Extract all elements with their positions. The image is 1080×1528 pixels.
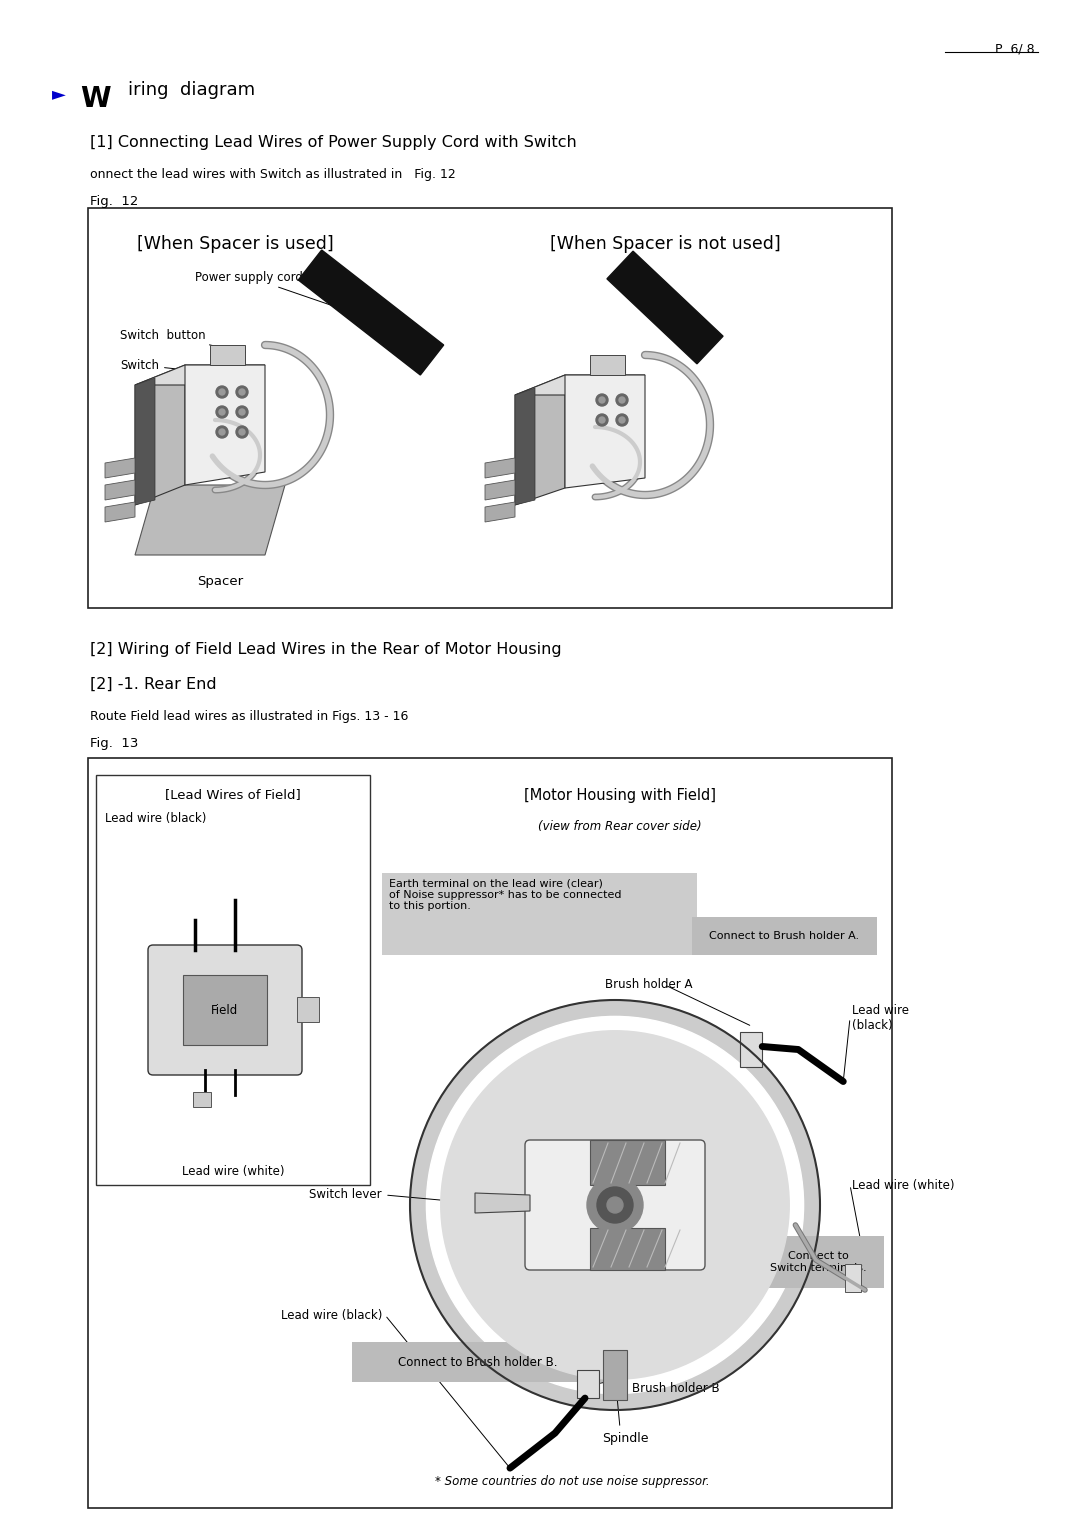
Text: ►: ► xyxy=(52,86,66,102)
Bar xyxy=(87,208,892,608)
Text: Brush holder B: Brush holder B xyxy=(632,1381,719,1395)
Text: P  6/ 8: P 6/ 8 xyxy=(996,41,1035,55)
Polygon shape xyxy=(475,1193,530,1213)
Bar xyxy=(603,1351,627,1400)
Circle shape xyxy=(216,406,228,419)
Text: Connect to Brush holder A.: Connect to Brush holder A. xyxy=(710,931,860,941)
Text: * Some countries do not use noise suppressor.: * Some countries do not use noise suppre… xyxy=(435,1475,710,1488)
Text: Earth terminal on the lead wire (clear)
of Noise suppressor* has to be connected: Earth terminal on the lead wire (clear) … xyxy=(389,879,621,911)
Circle shape xyxy=(239,429,245,435)
Text: Connect to
Switch terminals.: Connect to Switch terminals. xyxy=(770,1251,866,1273)
Circle shape xyxy=(596,394,608,406)
Polygon shape xyxy=(135,484,285,555)
Circle shape xyxy=(237,387,248,397)
Circle shape xyxy=(239,410,245,416)
Bar xyxy=(96,775,370,1186)
Text: (view from Rear cover side): (view from Rear cover side) xyxy=(538,821,702,833)
Polygon shape xyxy=(515,374,645,396)
Text: Power supply cord: Power supply cord xyxy=(195,270,342,309)
Bar xyxy=(590,1229,665,1270)
Circle shape xyxy=(441,1031,789,1380)
Bar xyxy=(752,1236,885,1288)
Polygon shape xyxy=(485,503,515,523)
Bar xyxy=(193,1093,211,1106)
Polygon shape xyxy=(515,388,535,504)
Text: [Lead Wires of Field]: [Lead Wires of Field] xyxy=(165,788,301,801)
Text: [When Spacer is used]: [When Spacer is used] xyxy=(137,235,334,254)
Polygon shape xyxy=(590,354,625,374)
Text: [Motor Housing with Field]: [Motor Housing with Field] xyxy=(524,788,716,804)
Polygon shape xyxy=(135,365,185,504)
Circle shape xyxy=(619,417,625,423)
Circle shape xyxy=(597,1187,633,1222)
Circle shape xyxy=(599,417,605,423)
Bar xyxy=(577,1371,599,1398)
Text: Lead wire (white): Lead wire (white) xyxy=(181,1164,284,1178)
Text: Field: Field xyxy=(212,1004,239,1016)
FancyBboxPatch shape xyxy=(525,1140,705,1270)
Text: Lead wire (white): Lead wire (white) xyxy=(852,1178,955,1192)
Bar xyxy=(297,996,319,1022)
Text: Switch  button: Switch button xyxy=(120,329,245,353)
Text: Lead wire (black): Lead wire (black) xyxy=(281,1308,382,1322)
Circle shape xyxy=(616,414,627,426)
Text: Fig.  12: Fig. 12 xyxy=(90,196,138,208)
Polygon shape xyxy=(485,480,515,500)
Bar xyxy=(590,1140,665,1186)
Circle shape xyxy=(237,406,248,419)
FancyBboxPatch shape xyxy=(148,944,302,1076)
Polygon shape xyxy=(565,374,645,487)
Text: Connect to Brush holder B.: Connect to Brush holder B. xyxy=(399,1355,557,1369)
Circle shape xyxy=(607,1196,623,1213)
Circle shape xyxy=(216,387,228,397)
Text: iring  diagram: iring diagram xyxy=(129,81,255,99)
Circle shape xyxy=(410,999,820,1410)
Text: Lead wire (black): Lead wire (black) xyxy=(105,811,206,825)
Text: [2] -1. Rear End: [2] -1. Rear End xyxy=(90,677,217,692)
Polygon shape xyxy=(485,458,515,478)
Text: W: W xyxy=(80,86,110,113)
Polygon shape xyxy=(105,503,135,523)
Polygon shape xyxy=(105,480,135,500)
Text: Spindle: Spindle xyxy=(602,1432,648,1445)
Polygon shape xyxy=(607,251,723,364)
Text: [1] Connecting Lead Wires of Power Supply Cord with Switch: [1] Connecting Lead Wires of Power Suppl… xyxy=(90,134,577,150)
Polygon shape xyxy=(515,374,565,504)
Circle shape xyxy=(619,397,625,403)
Bar xyxy=(846,1264,862,1293)
Polygon shape xyxy=(185,365,265,484)
Circle shape xyxy=(219,410,225,416)
Polygon shape xyxy=(298,251,444,374)
Circle shape xyxy=(596,414,608,426)
Polygon shape xyxy=(135,377,156,504)
Circle shape xyxy=(599,397,605,403)
Polygon shape xyxy=(210,345,245,365)
Circle shape xyxy=(588,1177,643,1233)
Circle shape xyxy=(219,429,225,435)
Text: Lead wire
(black): Lead wire (black) xyxy=(852,1004,909,1031)
Circle shape xyxy=(427,1016,804,1394)
Text: Switch lever: Switch lever xyxy=(309,1189,382,1201)
Polygon shape xyxy=(105,458,135,478)
Circle shape xyxy=(616,394,627,406)
Circle shape xyxy=(237,426,248,439)
Text: Switch: Switch xyxy=(120,359,231,374)
Bar xyxy=(382,872,697,955)
Text: Brush holder A: Brush holder A xyxy=(605,978,692,992)
Circle shape xyxy=(219,390,225,396)
Bar xyxy=(352,1342,604,1381)
Circle shape xyxy=(216,426,228,439)
Text: Fig.  13: Fig. 13 xyxy=(90,736,138,750)
Text: [2] Wiring of Field Lead Wires in the Rear of Motor Housing: [2] Wiring of Field Lead Wires in the Re… xyxy=(90,642,562,657)
Bar xyxy=(740,1031,762,1067)
Text: [When Spacer is not used]: [When Spacer is not used] xyxy=(550,235,781,254)
Text: Route Field lead wires as illustrated in Figs. 13 - 16: Route Field lead wires as illustrated in… xyxy=(90,711,408,723)
Circle shape xyxy=(239,390,245,396)
Text: Spacer: Spacer xyxy=(197,575,243,588)
Text: onnect the lead wires with Switch as illustrated in   Fig. 12: onnect the lead wires with Switch as ill… xyxy=(90,168,456,180)
Polygon shape xyxy=(135,365,265,385)
Bar xyxy=(183,975,267,1045)
Bar xyxy=(87,758,892,1508)
Bar xyxy=(692,917,877,955)
